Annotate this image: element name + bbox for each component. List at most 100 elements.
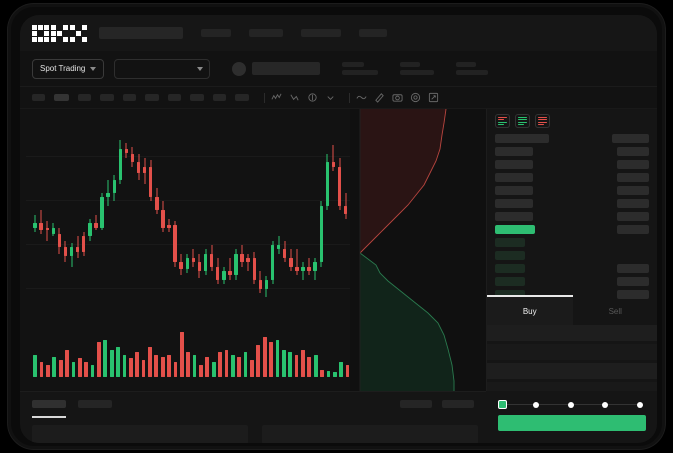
orderbook-bid-row[interactable] bbox=[495, 277, 649, 286]
orderbook-bids-icon[interactable] bbox=[515, 114, 530, 128]
indicators-icon[interactable] bbox=[271, 92, 282, 103]
orderbook-divider bbox=[487, 295, 573, 297]
header-nav-item-3[interactable] bbox=[301, 29, 341, 37]
candle-body bbox=[130, 153, 135, 163]
timeframe-chip-10[interactable] bbox=[235, 94, 249, 101]
bottom-action-2[interactable] bbox=[442, 400, 474, 408]
camera-icon[interactable] bbox=[392, 92, 403, 103]
candle-body bbox=[416, 144, 421, 180]
carousel-dot-1[interactable] bbox=[498, 400, 507, 409]
primary-cta-button[interactable] bbox=[498, 415, 646, 431]
candle-body bbox=[94, 223, 98, 228]
timeframe-chip-8[interactable] bbox=[190, 94, 204, 101]
orderbook-ask-row[interactable] bbox=[495, 199, 649, 208]
chart-type-icon[interactable] bbox=[289, 92, 300, 103]
orderbook-asks-icon[interactable] bbox=[535, 114, 550, 128]
bottom-tab-open-orders[interactable] bbox=[32, 400, 66, 408]
orderbook-spread-row[interactable] bbox=[495, 225, 649, 234]
candle-body bbox=[209, 253, 214, 267]
carousel-dot-2[interactable] bbox=[532, 401, 539, 408]
candlestick bbox=[246, 109, 250, 314]
brush-icon[interactable] bbox=[374, 92, 385, 103]
order-type-field[interactable] bbox=[487, 325, 657, 341]
candle-body bbox=[173, 225, 177, 263]
volume-bar bbox=[422, 372, 426, 377]
header-nav-item-2[interactable] bbox=[249, 29, 283, 37]
candlestick bbox=[167, 109, 171, 314]
orderbook-ask-row[interactable] bbox=[495, 160, 649, 169]
timeframe-chip-9[interactable] bbox=[213, 94, 226, 101]
tab-sell[interactable]: Sell bbox=[608, 306, 622, 316]
trading-pair-dropdown[interactable] bbox=[114, 58, 211, 79]
timeframe-chip-7[interactable] bbox=[168, 94, 181, 101]
timeframe-chip-3[interactable] bbox=[78, 94, 91, 101]
orderbook-price bbox=[495, 238, 525, 247]
okx-logo-glyph-3 bbox=[70, 24, 87, 42]
carousel-dot-5[interactable] bbox=[637, 401, 643, 408]
candlestick bbox=[179, 109, 183, 314]
settings-icon[interactable] bbox=[410, 92, 421, 103]
search-input[interactable] bbox=[99, 27, 183, 39]
order-price-field[interactable] bbox=[487, 344, 657, 360]
volume-chart[interactable] bbox=[20, 322, 486, 377]
candlestick bbox=[258, 109, 263, 314]
orderbook-rows[interactable] bbox=[487, 134, 657, 299]
price-chart-panel[interactable] bbox=[20, 109, 486, 391]
candlestick bbox=[337, 109, 342, 314]
okx-logo-glyph bbox=[32, 24, 49, 42]
orderbook-bid-row[interactable] bbox=[495, 251, 649, 260]
timeframe-chip-5[interactable] bbox=[123, 94, 136, 101]
orderbook-bid-row[interactable] bbox=[495, 264, 649, 273]
step-carousel[interactable] bbox=[498, 400, 646, 409]
candlestick bbox=[380, 109, 384, 314]
candlestick bbox=[51, 109, 55, 314]
carousel-dot-4[interactable] bbox=[602, 401, 609, 408]
order-amount-field[interactable] bbox=[487, 363, 657, 379]
orderbook-ask-row[interactable] bbox=[495, 147, 649, 156]
okx-logo[interactable] bbox=[32, 24, 87, 42]
candle-body bbox=[325, 162, 330, 206]
timeframe-chip-6[interactable] bbox=[145, 94, 159, 101]
orderbook-ask-row[interactable] bbox=[495, 173, 649, 182]
volume-bar bbox=[403, 362, 407, 377]
orderbook-price bbox=[495, 134, 549, 143]
candle-body bbox=[234, 253, 238, 276]
orderbook-bid-row[interactable] bbox=[495, 290, 649, 299]
candlestick bbox=[155, 109, 159, 314]
bottom-content-block-2 bbox=[262, 425, 478, 443]
volume-bar bbox=[109, 349, 114, 377]
orderbook-ask-row[interactable] bbox=[495, 186, 649, 195]
candle-body bbox=[149, 166, 153, 198]
line-chart-icon[interactable] bbox=[356, 92, 367, 103]
orderbook-ask-row[interactable] bbox=[495, 212, 649, 221]
chevron-down-icon[interactable] bbox=[325, 92, 336, 103]
bottom-tab-order-history[interactable] bbox=[78, 400, 112, 408]
orderbook-ask-row[interactable] bbox=[495, 134, 649, 143]
orderbook-amount bbox=[617, 160, 649, 169]
orderbook-both-icon[interactable] bbox=[495, 114, 510, 128]
volume-bar bbox=[103, 339, 108, 377]
market-type-dropdown[interactable]: Spot Trading bbox=[32, 58, 105, 79]
timeframe-chip-2[interactable] bbox=[54, 94, 69, 101]
orderbook-bid-row[interactable] bbox=[495, 238, 649, 247]
fullscreen-icon[interactable] bbox=[428, 92, 439, 103]
carousel-dot-3[interactable] bbox=[567, 401, 574, 408]
candlestick bbox=[276, 109, 281, 314]
candlestick bbox=[142, 109, 147, 314]
timeframe-chip-4[interactable] bbox=[100, 94, 114, 101]
bottom-action-1[interactable] bbox=[400, 400, 432, 408]
chart-gridline bbox=[26, 199, 480, 201]
timeframe-chip-1[interactable] bbox=[32, 94, 45, 101]
candlestick bbox=[149, 109, 153, 314]
candlestick bbox=[374, 109, 378, 314]
candlestick-chart[interactable] bbox=[20, 109, 486, 314]
chevron-down-icon bbox=[90, 66, 97, 71]
compare-icon[interactable] bbox=[307, 92, 318, 103]
tab-buy[interactable]: Buy bbox=[487, 297, 573, 325]
volume-bar bbox=[294, 354, 299, 377]
header-nav-item-1[interactable] bbox=[201, 29, 231, 37]
header-nav-item-4[interactable] bbox=[359, 29, 387, 37]
candle-body bbox=[185, 258, 189, 269]
orderbook-panel: Buy Sell bbox=[486, 109, 657, 417]
candle-body bbox=[307, 266, 311, 272]
